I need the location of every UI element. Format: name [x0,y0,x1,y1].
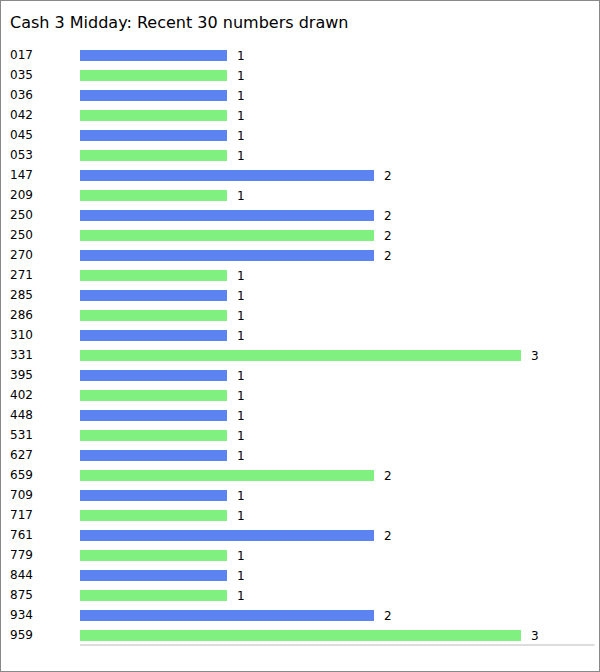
svg-text:1: 1 [237,129,245,143]
svg-text:659: 659 [10,468,33,482]
svg-text:1: 1 [237,429,245,443]
svg-text:271: 271 [10,268,33,282]
svg-text:2: 2 [384,609,392,623]
svg-text:1: 1 [237,269,245,283]
svg-text:875: 875 [10,588,33,602]
svg-text:250: 250 [10,208,33,222]
svg-text:270: 270 [10,248,33,262]
svg-text:1: 1 [237,289,245,303]
svg-text:331: 331 [10,348,33,362]
svg-text:286: 286 [10,308,33,322]
svg-text:1: 1 [237,189,245,203]
svg-text:448: 448 [10,408,33,422]
svg-text:035: 035 [10,68,33,82]
svg-text:2: 2 [384,469,392,483]
svg-text:1: 1 [237,549,245,563]
svg-text:1: 1 [237,489,245,503]
svg-text:1: 1 [237,369,245,383]
svg-text:959: 959 [10,628,33,642]
svg-text:1: 1 [237,89,245,103]
svg-text:844: 844 [10,568,33,582]
svg-text:395: 395 [10,368,33,382]
svg-text:285: 285 [10,288,33,302]
svg-text:036: 036 [10,88,33,102]
svg-text:2: 2 [384,209,392,223]
svg-text:1: 1 [237,569,245,583]
svg-text:1: 1 [237,449,245,463]
svg-text:2: 2 [384,529,392,543]
svg-text:761: 761 [10,528,33,542]
svg-text:1: 1 [237,109,245,123]
svg-text:3: 3 [531,629,539,643]
svg-text:1: 1 [237,589,245,603]
svg-text:709: 709 [10,488,33,502]
svg-text:250: 250 [10,228,33,242]
svg-text:934: 934 [10,608,33,622]
svg-text:209: 209 [10,188,33,202]
html-text:Cash 3 Midday: Recent 30 numbe: Cash 3 Midday: Recent 30 numbers drawn [10,13,349,32]
svg-text:053: 053 [10,148,33,162]
svg-text:2: 2 [384,169,392,183]
svg-text:1: 1 [237,69,245,83]
svg-text:717: 717 [10,508,33,522]
svg-text:1: 1 [237,389,245,403]
svg-text:017: 017 [10,48,33,62]
svg-text:402: 402 [10,388,33,402]
svg-text:1: 1 [237,49,245,63]
svg-text:310: 310 [10,328,33,342]
svg-text:042: 042 [10,108,33,122]
svg-text:1: 1 [237,309,245,323]
svg-text:1: 1 [237,329,245,343]
svg-text:779: 779 [10,548,33,562]
svg-text:147: 147 [10,168,33,182]
svg-text:627: 627 [10,448,33,462]
svg-text:045: 045 [10,128,33,142]
svg-text:2: 2 [384,249,392,263]
svg-text:1: 1 [237,409,245,423]
svg-text:1: 1 [237,149,245,163]
svg-text:531: 531 [10,428,33,442]
svg-text:1: 1 [237,509,245,523]
svg-text:3: 3 [531,349,539,363]
svg-text:2: 2 [384,229,392,243]
